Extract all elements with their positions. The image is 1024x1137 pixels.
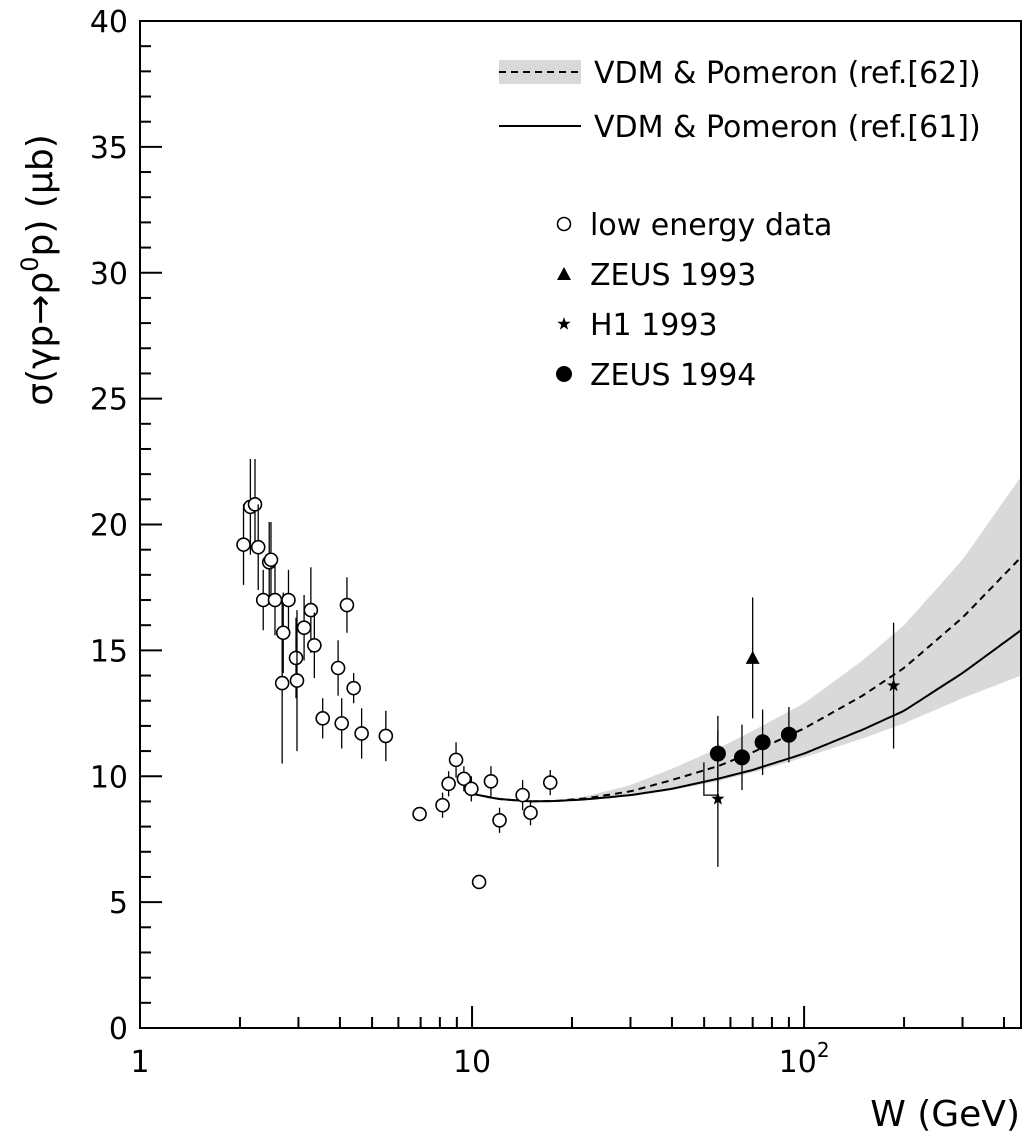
- filled-circle-marker: [709, 745, 726, 762]
- open-circle-marker: [448, 752, 464, 768]
- open-circle-marker: [274, 675, 290, 691]
- open-circle-marker: [378, 728, 394, 744]
- open-circle-marker: [542, 775, 558, 790]
- open-circle-marker: [483, 773, 499, 789]
- plot-frame: [139, 20, 1022, 1029]
- open-circle-marker: [289, 673, 305, 688]
- open-circle-marker: [236, 537, 251, 552]
- open-circle-marker: [354, 726, 369, 741]
- open-circle-marker: [330, 660, 346, 676]
- data-layer: [236, 459, 901, 890]
- open-circle-marker: [281, 592, 296, 608]
- open-circle-marker: [250, 539, 266, 555]
- y-title-part: σ(γp→ρ: [20, 272, 61, 406]
- band-layer: [530, 476, 1021, 802]
- y-tick-label: 15: [90, 634, 128, 669]
- legend-label: ZEUS 1994: [590, 358, 756, 393]
- open-circle-marker: [307, 638, 322, 653]
- y-tick-label: 5: [109, 886, 128, 921]
- open-circle-marker: [515, 787, 530, 803]
- y-tick-label: 0: [109, 1012, 128, 1047]
- y-title-superscript: 0: [16, 256, 44, 271]
- y-tick-label: 35: [90, 131, 128, 166]
- open-circle-marker: [315, 711, 331, 726]
- open-circle-marker: [471, 874, 487, 890]
- star-marker: [886, 678, 901, 692]
- open-circle-marker: [346, 680, 361, 696]
- open-circle-marker: [334, 716, 350, 731]
- x-axis-title: W (GeV): [870, 1094, 1020, 1135]
- axes-layer: 0 5 10 15 20 25 30 35 40 1 10 102: [90, 5, 1022, 1080]
- y-title-part: p) (μb): [20, 134, 61, 256]
- h1-1993-systematic-bracket: [703, 762, 718, 796]
- legend-label: ZEUS 1993: [590, 258, 756, 293]
- open-circle-marker: [275, 625, 291, 641]
- y-tick-label: 10: [90, 760, 128, 795]
- open-circle-marker: [492, 813, 507, 828]
- open-circle-marker: [247, 497, 263, 512]
- open-circle-marker: [303, 602, 319, 618]
- open-circle-marker: [267, 592, 283, 608]
- y-tick-label: 25: [90, 383, 128, 418]
- open-circle-marker: [441, 776, 456, 792]
- x-tick-superscript: 2: [817, 1038, 830, 1062]
- open-circle-marker: [296, 620, 312, 636]
- open-circle-marker: [288, 650, 304, 666]
- legend-label: H1 1993: [590, 308, 718, 343]
- y-tick-label: 40: [90, 5, 128, 40]
- open-circle-marker: [464, 781, 479, 797]
- x-tick-label: 1: [130, 1045, 149, 1080]
- star-marker: [557, 317, 571, 330]
- filled-circle-marker: [733, 749, 750, 766]
- legend-label: VDM & Pomeron (ref.[61]): [594, 110, 981, 145]
- legend-label: low energy data: [590, 208, 832, 243]
- open-circle-marker: [435, 797, 450, 813]
- x-tick-label: 10: [453, 1045, 491, 1080]
- filled-circle-marker: [780, 726, 797, 743]
- filled-circle-marker: [556, 366, 572, 382]
- open-circle-marker: [339, 597, 355, 613]
- triangle-marker: [745, 650, 760, 664]
- triangle-marker: [557, 267, 571, 280]
- legend-label: VDM & Pomeron (ref.[62]): [594, 56, 981, 91]
- open-circle-marker: [523, 805, 538, 821]
- filled-circle-marker: [754, 734, 771, 751]
- star-marker: [711, 791, 725, 805]
- open-circle-marker: [456, 771, 472, 787]
- y-tick-label: 30: [90, 257, 128, 292]
- theory-curve-1: [471, 629, 1022, 803]
- x-tick-label: 102: [779, 1038, 830, 1080]
- theory-band-0: [530, 476, 1021, 802]
- open-circle-marker: [556, 216, 572, 232]
- y-axis-title: σ(γp→ρ0p) (μb): [16, 134, 61, 406]
- y-tick-label: 20: [90, 509, 128, 544]
- open-circle-marker: [412, 806, 427, 822]
- legend-layer: VDM & Pomeron (ref.[62]) VDM & Pomeron (r…: [499, 56, 981, 393]
- open-circle-marker: [263, 552, 279, 568]
